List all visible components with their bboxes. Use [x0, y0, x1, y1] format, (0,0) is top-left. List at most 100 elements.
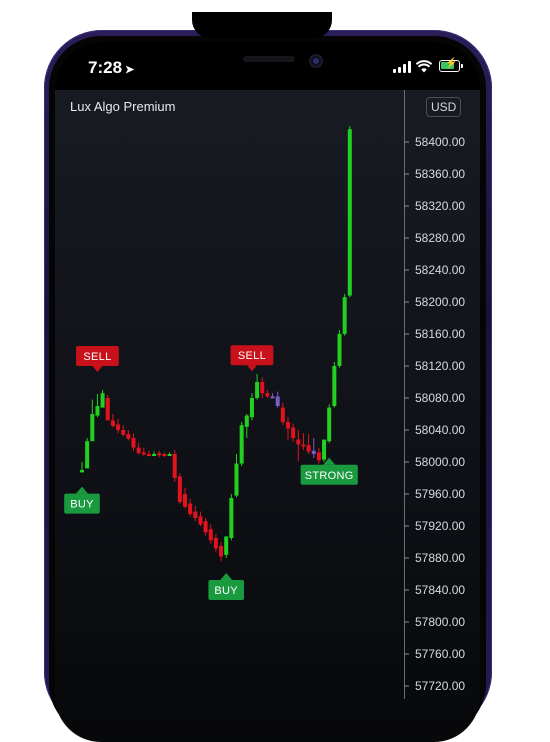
- candle: [265, 390, 270, 398]
- candle-body: [80, 470, 84, 473]
- candle: [260, 377, 265, 398]
- candle: [157, 450, 162, 458]
- candle-body: [146, 454, 151, 456]
- candlestick-chart[interactable]: 58400.00 58360.00 58320.00 58280.00 58240.00…: [0, 0, 550, 699]
- candle-body: [152, 454, 157, 456]
- candle: [224, 536, 229, 558]
- candle: [116, 418, 121, 434]
- candle-body: [224, 536, 229, 555]
- location-arrow-icon: ➤: [125, 64, 135, 76]
- signal-buy-tag[interactable]: BUY: [208, 573, 244, 600]
- candle: [80, 462, 84, 473]
- price-tick-label: 57920.00: [415, 519, 465, 533]
- price-tick-label: 57720.00: [415, 679, 465, 693]
- candle: [270, 393, 275, 399]
- candle: [105, 394, 110, 421]
- candle: [208, 524, 213, 544]
- candle-body: [193, 511, 198, 518]
- candle: [239, 422, 244, 466]
- candle: [332, 362, 337, 408]
- candle-body: [301, 444, 306, 447]
- signal-tag-pointer: [92, 366, 103, 372]
- candle: [296, 430, 301, 462]
- candle-body: [342, 297, 347, 334]
- signal-tag-label: STRONG: [305, 470, 354, 482]
- candle: [229, 494, 234, 541]
- currency-selector[interactable]: USD: [426, 97, 462, 117]
- price-tick-label: 58080.00: [415, 391, 465, 405]
- candle: [249, 393, 254, 421]
- battery-charging-icon: ⚡: [439, 58, 463, 72]
- price-tick-label: 58280.00: [415, 231, 465, 245]
- signal-tag-pointer: [323, 457, 336, 465]
- candle-body: [188, 503, 193, 514]
- price-tick-label: 58240.00: [415, 263, 465, 277]
- candle: [291, 423, 296, 442]
- candle-body: [327, 407, 332, 442]
- candle-body: [286, 422, 290, 429]
- candle: [311, 438, 316, 458]
- candle: [131, 433, 136, 451]
- candle-body: [337, 334, 342, 366]
- candle-body: [100, 393, 105, 408]
- price-tick-label: 57800.00: [415, 615, 465, 629]
- candle: [280, 402, 285, 426]
- wifi-icon: [416, 60, 432, 73]
- candle: [188, 498, 193, 517]
- signal-tag-box: [300, 464, 358, 485]
- signal-tag-pointer: [220, 573, 233, 580]
- candle: [95, 394, 100, 418]
- candle: [136, 442, 141, 454]
- candle-body: [275, 396, 280, 406]
- front-camera-icon: [309, 54, 323, 68]
- price-tick-label: 58120.00: [415, 359, 465, 373]
- candle: [126, 430, 131, 441]
- candle: [167, 452, 172, 456]
- candle: [301, 433, 306, 450]
- candle-body: [121, 430, 126, 435]
- signal-tag-box: [230, 345, 274, 366]
- signal-tag-pointer: [246, 365, 257, 372]
- candle-body: [177, 476, 182, 502]
- price-tick-label: 58400.00: [415, 135, 465, 149]
- candle-body: [110, 420, 115, 426]
- candle: [275, 391, 280, 408]
- candle-body: [265, 393, 270, 397]
- candle-body: [234, 463, 239, 496]
- candle-body: [162, 454, 167, 456]
- candle-body: [260, 382, 265, 394]
- candle: [172, 450, 177, 482]
- price-tick-label: 58320.00: [415, 199, 465, 213]
- candle: [121, 425, 126, 437]
- candle-body: [270, 396, 275, 399]
- candle: [316, 447, 321, 464]
- candle: [141, 447, 146, 456]
- signal-sell-tag[interactable]: SELL: [76, 346, 119, 372]
- candle-body: [95, 406, 100, 416]
- candle-body: [244, 415, 249, 427]
- candle: [90, 399, 95, 442]
- candle-body: [322, 439, 327, 460]
- signal-tag-box: [64, 493, 100, 514]
- candle: [193, 506, 198, 522]
- signal-tag-box: [208, 580, 244, 600]
- candle-body: [280, 407, 285, 422]
- app-screen: [55, 42, 480, 742]
- signal-sell-tag[interactable]: SELL: [230, 345, 274, 372]
- price-tick-label: 58200.00: [415, 295, 465, 309]
- notch: [192, 12, 332, 38]
- candles: [80, 126, 352, 562]
- signal-buy-tag[interactable]: BUY: [64, 486, 100, 514]
- candle: [255, 374, 260, 400]
- price-axis: 58400.00 58360.00 58320.00 58280.00 58240.00…: [404, 135, 465, 693]
- candle-body: [306, 445, 311, 452]
- candle-body: [90, 414, 95, 442]
- candle: [183, 487, 187, 509]
- price-tick-label: 57960.00: [415, 487, 465, 501]
- price-tick-label: 57880.00: [415, 551, 465, 565]
- candle: [162, 452, 167, 458]
- candle: [219, 542, 224, 562]
- signal-strong-tag[interactable]: STRONG: [300, 457, 358, 485]
- candle: [198, 511, 203, 526]
- candle-body: [116, 424, 121, 430]
